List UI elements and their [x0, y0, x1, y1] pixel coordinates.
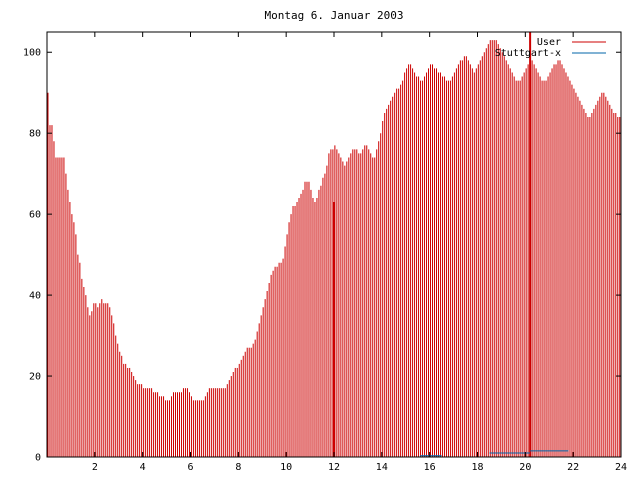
- extras-group: [333, 32, 569, 457]
- x-tick-label: 4: [140, 462, 146, 473]
- legend: User Stuttgart-x: [495, 37, 606, 59]
- x-tick-label: 2: [92, 462, 98, 473]
- x-tick-label: 20: [519, 462, 531, 473]
- y-tick-label: 80: [29, 129, 41, 140]
- y-tick-label: 40: [29, 291, 41, 302]
- x-tick-label: 6: [187, 462, 193, 473]
- legend-label-user: User: [537, 37, 561, 48]
- x-tick-label: 8: [235, 462, 241, 473]
- x-tick-label: 14: [376, 462, 388, 473]
- chart-title: Montag 6. Januar 2003: [264, 9, 403, 22]
- y-tick-label: 0: [35, 453, 41, 464]
- y-tick-label: 60: [29, 210, 41, 221]
- y-tick-label: 100: [23, 48, 41, 59]
- y-tick-label: 20: [29, 372, 41, 383]
- x-tick-label: 12: [328, 462, 340, 473]
- x-tick-label: 18: [471, 462, 483, 473]
- x-tick-label: 22: [567, 462, 579, 473]
- x-tick-label: 16: [424, 462, 436, 473]
- legend-label-stuttgart: Stuttgart-x: [495, 48, 561, 59]
- x-tick-label: 10: [280, 462, 292, 473]
- bars-group: [47, 40, 621, 457]
- x-tick-label: 24: [615, 462, 627, 473]
